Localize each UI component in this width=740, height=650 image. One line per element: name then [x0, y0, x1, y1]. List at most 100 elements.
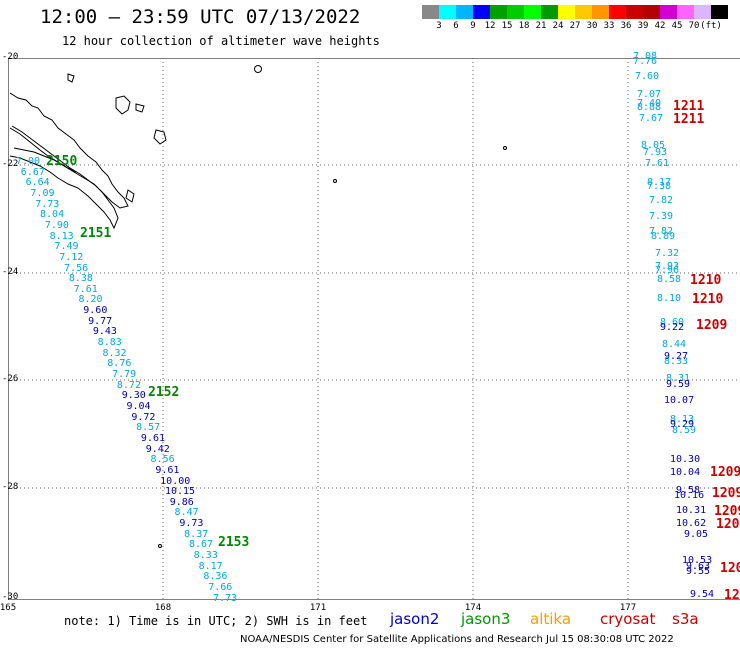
satellite-name-jason3: jason3: [461, 610, 511, 628]
satellite-name-cryosat: cryosat: [600, 610, 656, 628]
wave-height-value: 7.90: [44, 219, 69, 231]
wave-height-value: 9.73: [179, 518, 204, 530]
pass-number-label: 1209: [720, 561, 740, 576]
y-tick-label: -30: [2, 592, 19, 602]
x-tick-label: 165: [0, 603, 17, 613]
legend-label: 15: [501, 21, 513, 31]
wave-height-value: 7.66: [208, 582, 233, 593]
island-small-4: [125, 189, 135, 203]
wave-height-value: 9.77: [88, 315, 113, 327]
wave-height-value: 9.55: [686, 566, 711, 577]
wave-height-value: 8.33: [193, 550, 218, 562]
legend-swatch: [660, 5, 677, 19]
wave-height-value: 10.62: [676, 518, 707, 529]
legend-swatch: [422, 5, 439, 19]
pass-number-label: 1210: [690, 273, 722, 288]
wave-height-value: 10.04: [670, 467, 701, 478]
wave-height-value: 8.38: [68, 273, 93, 285]
wave-height-value: 10.30: [670, 454, 701, 465]
wave-height-value: 7.93: [643, 147, 668, 158]
wave-height-value: 9.42: [145, 443, 170, 455]
legend-swatch: [507, 5, 524, 19]
wave-height-value: 9.27: [664, 351, 689, 362]
wave-height-value: 9.30: [121, 390, 146, 402]
legend-swatch: [575, 5, 592, 19]
wave-height-value: 9.43: [92, 326, 117, 338]
legend-swatch: [592, 5, 609, 19]
wave-height-value: 7.40: [637, 98, 662, 109]
legend-label: 36: [620, 21, 632, 31]
wave-height-value: 7.79: [112, 369, 137, 380]
wave-height-value: 9.54: [690, 589, 715, 600]
island-north: [9, 92, 129, 209]
island-dot-2: [503, 146, 507, 150]
wave-height-value: 7.73: [35, 198, 60, 210]
satellite-name-jason2: jason2: [390, 610, 440, 628]
wave-height-value: 10.15: [164, 486, 196, 498]
wave-height-value: 8.76: [107, 358, 132, 370]
legend-swatch: [524, 5, 541, 19]
island-dot-4: [158, 544, 162, 548]
wave-height-value: 8.10: [657, 293, 682, 304]
x-tick-label: 177: [619, 603, 637, 613]
chart-title: 12:00 – 23:59 UTC 07/13/2022: [40, 6, 361, 28]
island-small-2: [135, 103, 145, 113]
pass-number-label: 1209: [716, 517, 740, 532]
wave-height-value: 7.49: [54, 241, 79, 253]
wave-height-value: 9.86: [169, 496, 194, 508]
wave-height-value: 7.56: [64, 262, 89, 274]
wave-height-value: 7.07: [637, 89, 662, 100]
wave-height-value: 9.72: [131, 411, 156, 423]
wave-height-value: 8.36: [203, 571, 228, 583]
chart-subtitle: 12 hour collection of altimeter wave hei…: [62, 34, 380, 48]
y-tick-label: -24: [2, 267, 19, 277]
wave-height-value: 8.05: [641, 140, 666, 151]
legend-swatch: [711, 5, 728, 19]
legend-label: 6: [453, 21, 459, 31]
pass-number-label: 1209: [724, 588, 740, 603]
satellite-name-s3a: s3a: [672, 610, 699, 628]
legend-swatch: [490, 5, 507, 19]
wave-height-value: 6.67: [20, 166, 45, 178]
legend-swatch: [694, 5, 711, 19]
legend-label: 33: [603, 21, 615, 31]
wave-height-value: 8.88: [637, 102, 662, 113]
wave-height-value: 8.60: [660, 317, 685, 328]
pass-number-label: 1209: [710, 465, 740, 480]
y-tick-label: -22: [2, 159, 19, 169]
legend-label: 45: [671, 21, 683, 31]
island-dot-1: [254, 65, 262, 73]
legend-swatch: [541, 5, 558, 19]
wave-height-value: 8.37: [184, 528, 209, 540]
wave-height-value: 7.00: [16, 156, 41, 167]
legend-label: 12: [484, 21, 496, 31]
island-small-1: [115, 95, 131, 115]
wave-height-value: 10.31: [676, 505, 707, 516]
color-legend: [422, 5, 728, 19]
wave-height-value: 10.00: [160, 475, 191, 487]
wave-height-value: 9.22: [660, 322, 685, 333]
wave-height-value: 8.67: [188, 539, 214, 551]
wave-height-value: 7.73: [213, 592, 238, 604]
island-small-3: [153, 129, 167, 145]
wave-height-value: 7.39: [649, 211, 674, 222]
legend-swatch: [456, 5, 473, 19]
wave-height-value: 8.59: [672, 425, 697, 436]
wave-height-value: 8.33: [664, 356, 689, 367]
wave-height-value: 7.82: [649, 195, 674, 206]
wave-height-value: 10.07: [664, 395, 695, 406]
satellite-name-altika: altika: [530, 610, 572, 628]
footnote: note: 1) Time is in UTC; 2) SWH is in fe…: [64, 614, 368, 628]
wave-height-value: 9.04: [126, 400, 151, 412]
wave-height-value: 8.72: [116, 379, 141, 391]
wave-height-value: 7.76: [633, 56, 658, 67]
y-tick-label: -26: [2, 374, 19, 384]
island-dot-3: [333, 179, 337, 183]
wave-height-value: 7.60: [635, 71, 660, 82]
wave-height-value: 7.32: [655, 248, 680, 259]
pass-number-label: 1211: [673, 112, 705, 127]
wave-height-value: 7.96: [655, 265, 680, 276]
coastline: [9, 65, 507, 548]
wave-height-value: 8.32: [102, 347, 127, 359]
wave-height-value: 9.58: [676, 485, 701, 496]
